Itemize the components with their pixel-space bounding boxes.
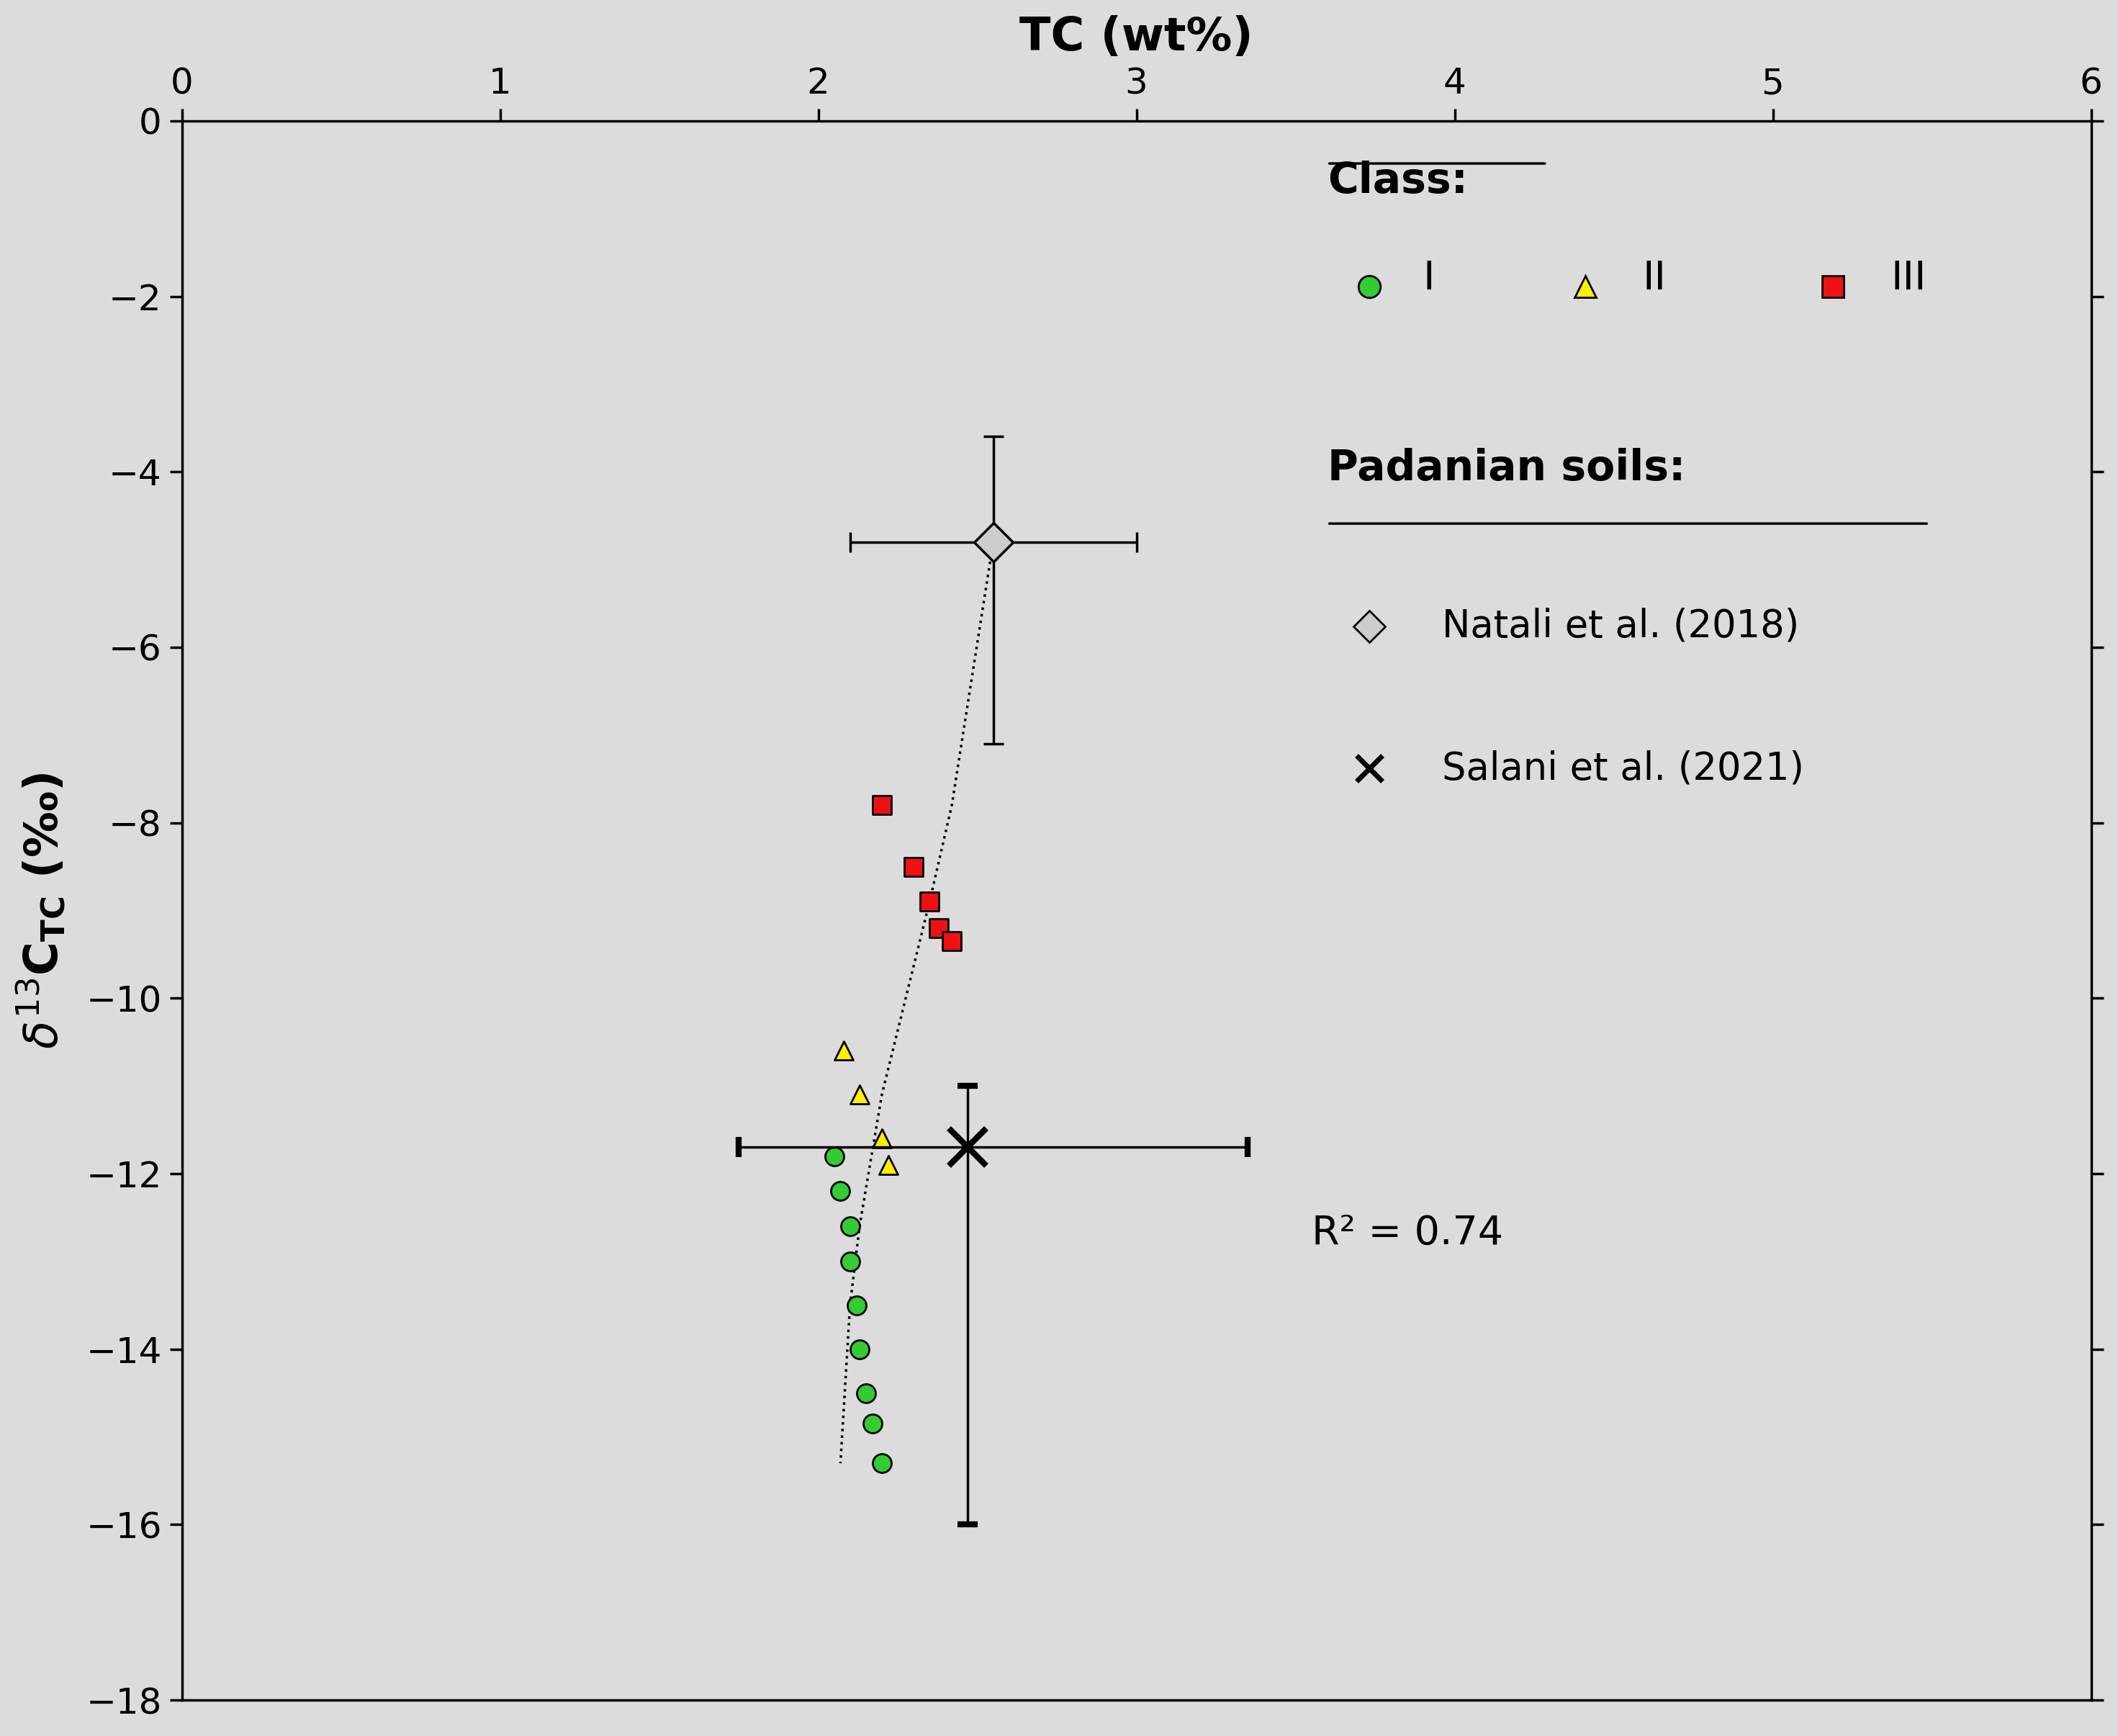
Point [864,792,898,819]
Text: R² = 0.74: R² = 0.74 [1311,1213,1504,1253]
Y-axis label: $\delta^{13}$C$_{\mathregular{TC}}$ (‰): $\delta^{13}$C$_{\mathregular{TC}}$ (‰) [15,773,68,1049]
Text: II: II [1641,259,1667,299]
Point [843,1082,877,1109]
X-axis label: TC (wt%): TC (wt%) [1019,16,1254,59]
Point [832,1248,866,1276]
Point [826,1036,860,1064]
Point [818,1142,851,1170]
Point [921,915,955,943]
Text: Natali et al. (2018): Natali et al. (2018) [1442,608,1798,646]
Text: Padanian soils:: Padanian soils: [1328,448,1686,490]
Point [934,927,968,955]
Point [832,1212,866,1240]
Text: Salani et al. (2021): Salani et al. (2021) [1442,750,1805,786]
Point [824,1177,858,1205]
Text: I: I [1423,259,1434,299]
Point [913,887,947,915]
Point [856,1410,890,1437]
Text: III: III [1891,259,1925,299]
Point [864,1125,898,1153]
Point [864,1450,898,1477]
Point [870,1151,904,1179]
Point [839,1292,873,1319]
Point [849,1378,883,1406]
Point [896,852,930,880]
Text: Class:: Class: [1328,160,1468,201]
Point [843,1335,877,1363]
